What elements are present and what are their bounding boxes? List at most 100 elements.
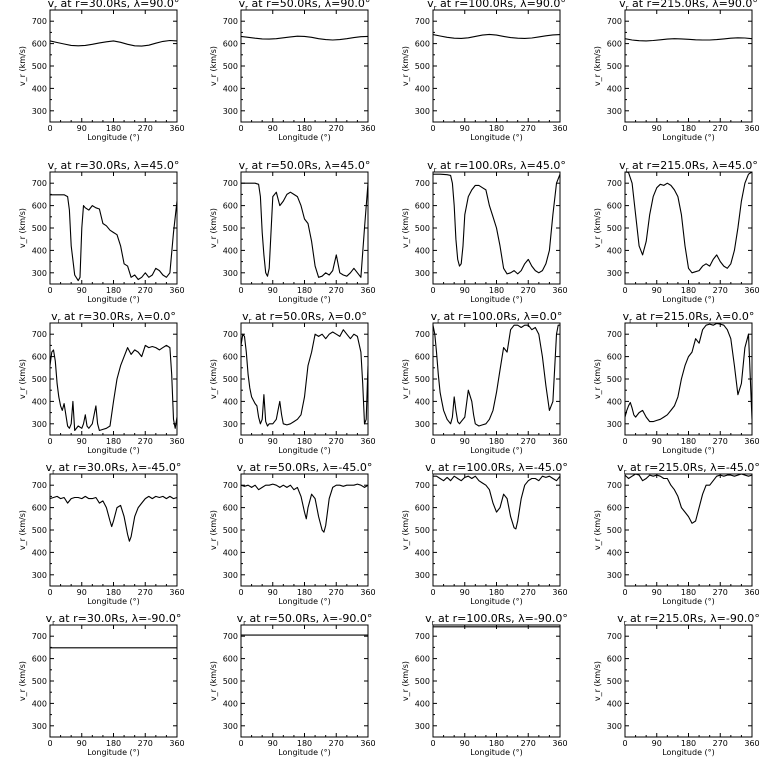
x-tick-label: 270: [521, 286, 536, 295]
y-tick-label: 500: [415, 526, 430, 535]
x-axis-label: Longitude (°): [662, 133, 715, 142]
y-tick-label: 600: [223, 202, 238, 211]
plot-frame: [432, 624, 561, 738]
chart-panel: vr at r=215.0Rs, λ=45.0° 0 90 180 270 360 300 4…: [593, 159, 760, 304]
y-tick-label: 700: [607, 632, 622, 641]
title-variable: v: [617, 612, 624, 625]
y-tick-label: 300: [415, 420, 430, 429]
x-tick-label: 270: [138, 286, 153, 295]
y-tick-label: 500: [223, 224, 238, 233]
title-subscript: r: [243, 468, 246, 476]
y-tick-label: 700: [415, 481, 430, 490]
y-tick-label: 400: [32, 397, 47, 406]
title-variable: v: [48, 159, 55, 172]
title-rest: at r=100.0Rs, λ=-45.0°: [435, 461, 568, 474]
x-axis-label: Longitude (°): [87, 295, 140, 304]
y-tick-label: 400: [223, 84, 238, 93]
x-tick-label: 270: [713, 437, 728, 446]
y-tick-label: 400: [607, 84, 622, 93]
title-variable: v: [46, 612, 53, 625]
y-tick-label: 600: [32, 40, 47, 49]
y-axis-label: v_r (km/s): [209, 510, 218, 550]
y-tick-label: 400: [607, 397, 622, 406]
chart-panel: vr at r=30.0Rs, λ=-90.0° 0 90 180 270 360 300 4…: [18, 612, 185, 757]
y-tick-label: 400: [223, 699, 238, 708]
x-tick-label: 270: [138, 124, 153, 133]
panel-title: vr at r=215.0Rs, λ=45.0°: [619, 159, 758, 174]
x-tick-label: 270: [329, 124, 344, 133]
plot-frame: [240, 171, 369, 285]
y-tick-label: 600: [223, 40, 238, 49]
x-tick-label: 270: [329, 739, 344, 748]
title-rest: at r=30.0Rs, λ=-45.0°: [55, 461, 181, 474]
x-tick-label: 90: [268, 286, 278, 295]
y-tick-label: 600: [415, 504, 430, 513]
x-tick-label: 90: [77, 437, 87, 446]
x-axis-label: Longitude (°): [470, 597, 523, 606]
x-tick-label: 0: [622, 437, 627, 446]
title-variable: v: [617, 461, 624, 474]
y-tick-label: 700: [223, 17, 238, 26]
x-tick-label: 270: [138, 739, 153, 748]
title-variable: v: [239, 0, 246, 10]
x-tick-label: 180: [489, 286, 504, 295]
x-tick-label: 180: [681, 588, 696, 597]
series-line: [50, 344, 177, 432]
x-tick-label: 0: [238, 286, 243, 295]
y-tick-label: 700: [415, 179, 430, 188]
title-subscript: r: [624, 619, 627, 627]
y-tick-label: 700: [32, 632, 47, 641]
y-axis-label: v_r (km/s): [18, 208, 27, 248]
x-tick-label: 0: [430, 286, 435, 295]
title-variable: v: [619, 0, 626, 10]
plot-frame: [240, 322, 369, 436]
y-axis-label: v_r (km/s): [209, 359, 218, 399]
title-subscript: r: [54, 4, 57, 12]
plot-frame: [240, 473, 369, 587]
title-subscript: r: [432, 468, 435, 476]
chart-panel: vr at r=50.0Rs, λ=-45.0° 0 90 180 270 360 300 4…: [209, 461, 376, 606]
x-tick-label: 360: [360, 437, 375, 446]
chart-panel: vr at r=100.0Rs, λ=-45.0° 0 90 180 270 360 300…: [401, 461, 568, 606]
x-tick-label: 270: [713, 588, 728, 597]
y-tick-label: 500: [607, 677, 622, 686]
y-tick-label: 500: [415, 62, 430, 71]
y-tick-label: 500: [32, 375, 47, 384]
x-tick-label: 270: [713, 124, 728, 133]
title-subscript: r: [434, 4, 437, 12]
panel-title: vr at r=50.0Rs, λ=-90.0°: [237, 612, 373, 627]
x-tick-label: 0: [47, 124, 52, 133]
title-rest: at r=50.0Rs, λ=45.0°: [248, 159, 370, 172]
x-tick-label: 0: [238, 588, 243, 597]
y-tick-label: 600: [32, 202, 47, 211]
x-tick-label: 90: [460, 739, 470, 748]
y-axis-label: v_r (km/s): [18, 510, 27, 550]
title-subscript: r: [54, 166, 57, 174]
title-rest: at r=50.0Rs, λ=90.0°: [248, 0, 370, 10]
y-tick-label: 600: [223, 655, 238, 664]
x-tick-label: 90: [77, 124, 87, 133]
plot-frame: [49, 473, 178, 587]
x-tick-label: 180: [297, 124, 312, 133]
x-tick-label: 0: [430, 124, 435, 133]
x-tick-label: 360: [169, 739, 184, 748]
plot-frame: [624, 624, 753, 738]
y-tick-label: 600: [223, 353, 238, 362]
y-axis-label: v_r (km/s): [401, 510, 410, 550]
x-tick-label: 270: [138, 588, 153, 597]
series-line: [625, 37, 752, 42]
x-tick-label: 360: [744, 739, 759, 748]
title-subscript: r: [52, 468, 55, 476]
x-tick-label: 360: [552, 588, 567, 597]
y-tick-label: 400: [223, 548, 238, 557]
x-tick-label: 360: [552, 739, 567, 748]
chart-panel: vr at r=100.0Rs, λ=0.0° 0 90 180 270 360 300 40…: [401, 310, 568, 455]
y-tick-label: 500: [32, 526, 47, 535]
chart-panel: vr at r=50.0Rs, λ=-90.0° 0 90 180 270 360 300 4…: [209, 612, 376, 757]
y-tick-label: 300: [607, 722, 622, 731]
y-tick-label: 700: [607, 330, 622, 339]
y-tick-label: 400: [415, 699, 430, 708]
y-tick-label: 300: [607, 269, 622, 278]
y-tick-label: 700: [415, 632, 430, 641]
panel-title: vr at r=30.0Rs, λ=-45.0°: [46, 461, 182, 476]
